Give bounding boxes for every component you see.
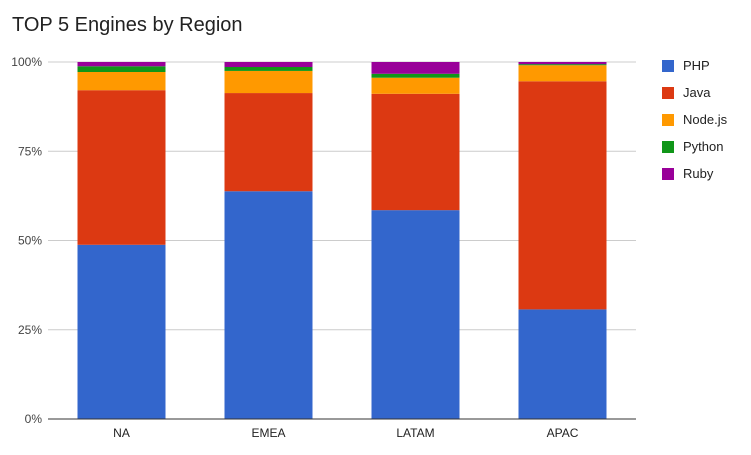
legend-item[interactable]: PHP (662, 52, 727, 79)
legend-swatch (662, 140, 674, 153)
bar-segment[interactable] (371, 210, 460, 419)
legend-label: Ruby (683, 166, 714, 181)
legend-item[interactable]: Java (662, 79, 727, 106)
bar-segment[interactable] (77, 62, 166, 67)
y-tick-label: 25% (18, 323, 42, 337)
x-tick-label: APAC (547, 426, 579, 440)
bar-segment[interactable] (371, 62, 460, 74)
chart-title: TOP 5 Engines by Region (12, 14, 243, 36)
x-tick-label: NA (113, 426, 130, 440)
legend-item[interactable]: Python (662, 133, 727, 160)
bar-segment[interactable] (77, 90, 166, 245)
legend-swatch (662, 59, 674, 72)
bar-segment[interactable] (224, 62, 313, 67)
legend-label: PHP (683, 58, 710, 73)
y-tick-label: 0% (25, 412, 43, 426)
bar-segment[interactable] (518, 64, 607, 66)
bar-segment[interactable] (518, 65, 607, 82)
bars (77, 62, 607, 419)
bar-segment[interactable] (371, 93, 460, 211)
y-tick-label: 100% (11, 55, 42, 69)
axes: 0% 25% 50% 75% 100% NA EMEA LATAM APAC (11, 55, 636, 440)
bar-segment[interactable] (224, 70, 313, 94)
bar-segment[interactable] (371, 73, 460, 78)
bar-segment[interactable] (77, 71, 166, 91)
legend-label: Node.js (683, 112, 728, 127)
legend-swatch (662, 167, 674, 180)
legend-swatch (662, 113, 674, 126)
y-tick-label: 50% (18, 234, 42, 248)
bar-segment[interactable] (518, 309, 607, 419)
legend: PHP Java Node.js Python Ruby (662, 52, 727, 187)
legend-item[interactable]: Node.js (662, 106, 727, 133)
legend-swatch (662, 86, 674, 99)
legend-label: Python (683, 139, 724, 154)
bar-segment[interactable] (224, 93, 313, 192)
bar-segment[interactable] (518, 62, 607, 65)
bar-segment[interactable] (224, 191, 313, 419)
legend-label: Java (683, 85, 711, 100)
bar-segment[interactable] (77, 244, 166, 419)
bar-segment[interactable] (224, 66, 313, 71)
bar-segment[interactable] (518, 81, 607, 310)
x-tick-label: LATAM (396, 426, 434, 440)
y-tick-label: 75% (18, 144, 42, 158)
x-tick-label: EMEA (251, 426, 285, 440)
legend-item[interactable]: Ruby (662, 160, 727, 187)
bar-segment[interactable] (77, 66, 166, 72)
bar-segment[interactable] (371, 77, 460, 94)
